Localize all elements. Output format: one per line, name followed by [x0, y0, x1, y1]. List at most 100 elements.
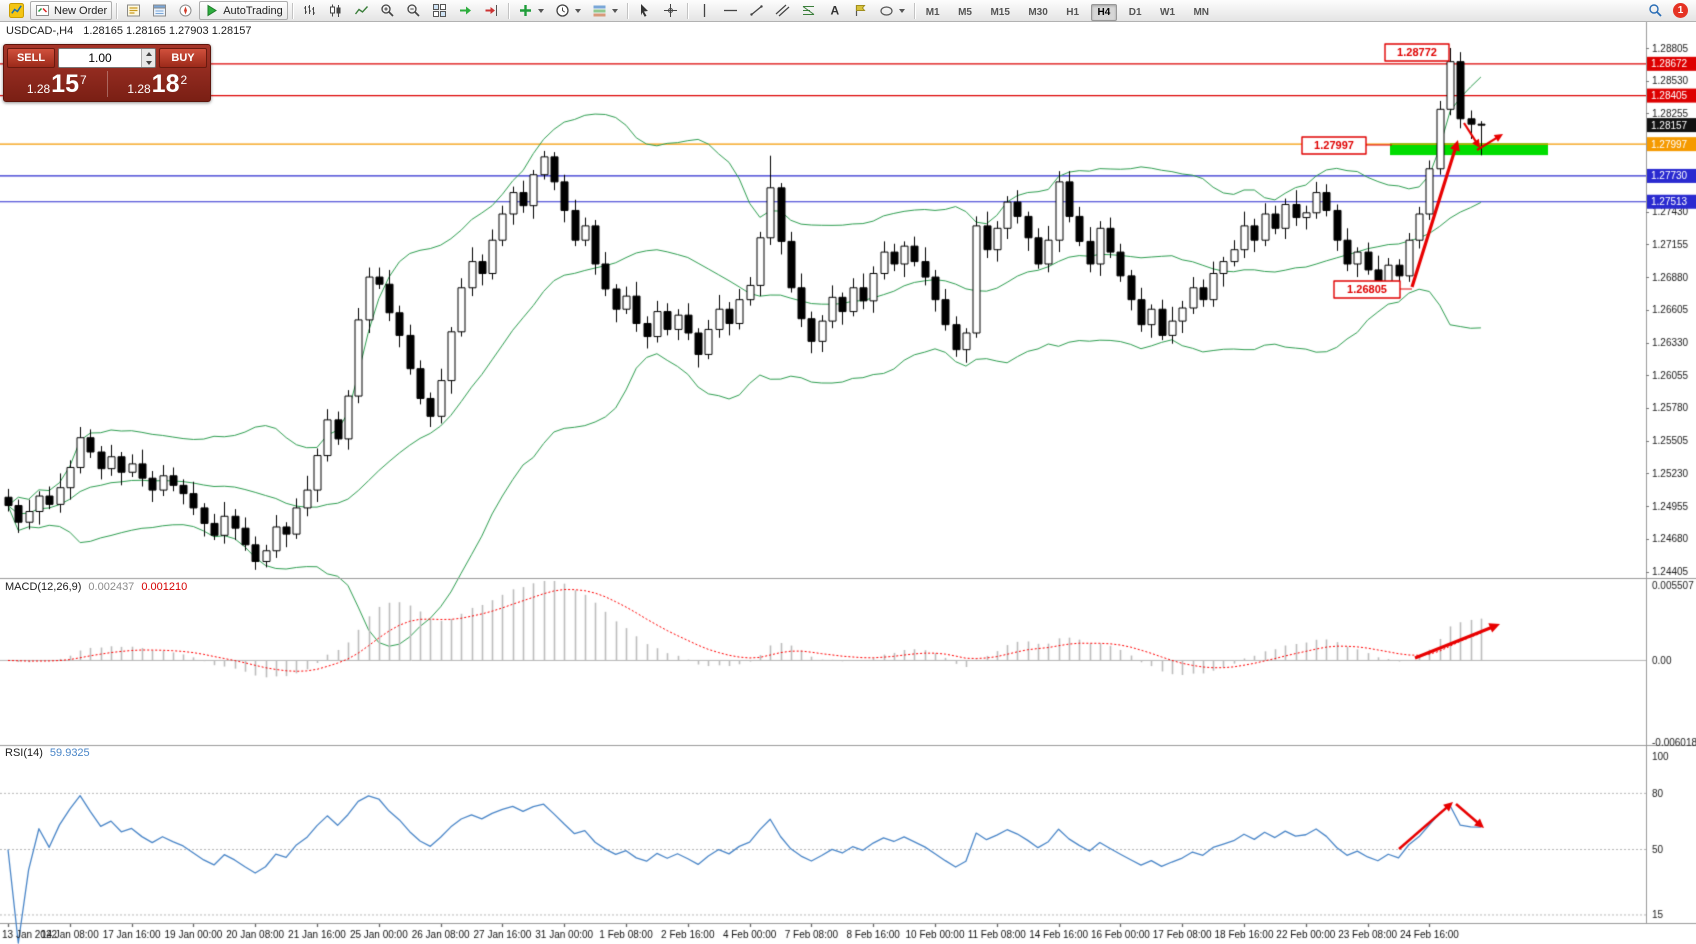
auto-scroll-button[interactable]	[453, 1, 478, 20]
add-indicator-plus-icon	[519, 5, 531, 16]
separator	[686, 2, 688, 19]
label-flag-icon	[855, 5, 866, 16]
crosshair-tool-button[interactable]	[658, 1, 683, 20]
periods-button[interactable]	[550, 1, 586, 20]
navigator-icon	[179, 4, 192, 17]
main-toolbar: New Order AutoTrading	[0, 0, 1696, 22]
clock-icon	[556, 4, 569, 17]
channel-tool-button[interactable]	[770, 1, 795, 20]
timeframe-d1[interactable]: D1	[1128, 6, 1142, 18]
crosshair-icon	[663, 4, 677, 17]
cursor-tool-button[interactable]	[632, 1, 657, 20]
sell-button[interactable]: SELL	[7, 48, 55, 68]
volume-box	[58, 48, 156, 68]
horizontal-line-icon	[723, 9, 737, 12]
volume-spinner	[141, 49, 155, 67]
fibonacci-tool-button[interactable]	[796, 1, 821, 20]
line-chart-icon	[354, 6, 368, 15]
search-icon	[1649, 4, 1662, 17]
search-button[interactable]	[1643, 1, 1668, 20]
text-icon: A	[830, 4, 839, 18]
tile-windows-button[interactable]	[427, 1, 452, 20]
bid-price[interactable]: 1.28 15 7	[7, 70, 107, 98]
candlestick-icon	[329, 4, 341, 17]
channel-icon	[775, 4, 790, 17]
bid-pips: 15	[51, 69, 79, 98]
shapes-tool-button[interactable]	[874, 1, 910, 20]
new-order-label: New Order	[54, 4, 108, 17]
text-tool-button[interactable]: A	[822, 1, 847, 20]
macd-main-value: 0.002437	[88, 581, 135, 593]
shapes-ellipse-icon	[880, 6, 893, 16]
timeframe-m1[interactable]: M1	[925, 6, 940, 18]
timeframe-m15[interactable]: M15	[990, 6, 1010, 18]
market-watch-button[interactable]	[121, 1, 146, 20]
add-indicator-button[interactable]	[513, 1, 549, 20]
chart-ohlc-values: 1.28165 1.28165 1.27903 1.28157	[83, 25, 252, 37]
new-order-icon	[36, 5, 49, 16]
trendline-tool-button[interactable]	[744, 1, 769, 20]
zoom-in-icon	[381, 4, 394, 17]
vertical-line-icon	[703, 4, 705, 17]
bid-point: 7	[79, 72, 87, 87]
tile-windows-icon	[432, 4, 446, 17]
data-window-button[interactable]	[147, 1, 172, 20]
candlestick-mode-button[interactable]	[323, 1, 348, 20]
horizontal-line-tool-button[interactable]	[718, 1, 743, 20]
timeframe-switcher: M1 M5 M15 M30 H1 H4 D1 W1 MN	[919, 2, 1216, 21]
macd-label: MACD(12,26,9)	[5, 581, 82, 593]
bar-chart-mode-button[interactable]	[297, 1, 322, 20]
volume-up-button[interactable]	[142, 49, 155, 58]
bar-chart-icon	[303, 5, 315, 15]
timeframe-m30[interactable]: M30	[1028, 6, 1048, 18]
timeframe-h1[interactable]: H1	[1066, 6, 1080, 18]
ask-main-digits: 1.28	[127, 81, 151, 96]
ask-price[interactable]: 1.28 18 2	[108, 70, 208, 98]
trendline-icon	[750, 5, 763, 16]
templates-icon	[593, 5, 606, 17]
bid-ask-divider	[106, 70, 108, 97]
navigator-button[interactable]	[173, 1, 198, 20]
new-order-button[interactable]: New Order	[30, 1, 113, 20]
vertical-line-tool-button[interactable]	[692, 1, 717, 20]
autotrading-play-icon	[207, 4, 218, 17]
chart-symbol-period: USDCAD-,H4	[6, 25, 74, 37]
volume-input[interactable]	[59, 49, 141, 67]
line-chart-mode-button[interactable]	[349, 1, 374, 20]
separator	[116, 2, 118, 19]
separator	[626, 2, 628, 19]
rsi-indicator-header: RSI(14) 59.9325	[5, 747, 90, 759]
price-chart-canvas[interactable]	[0, 22, 1696, 944]
macd-indicator-header: MACD(12,26,9) 0.002437 0.001210	[5, 581, 187, 593]
rsi-label: RSI(14)	[5, 747, 43, 759]
timeframe-h4[interactable]: H4	[1090, 3, 1118, 21]
separator	[291, 2, 293, 19]
buy-button[interactable]: BUY	[159, 48, 207, 68]
autotrading-label: AutoTrading	[223, 4, 283, 17]
notification-badge[interactable]: 1	[1673, 3, 1688, 18]
cursor-arrow-icon	[640, 4, 648, 17]
separator	[913, 2, 915, 19]
chart-shift-button[interactable]	[479, 1, 504, 20]
chevron-down-icon	[898, 8, 905, 13]
chart-shift-icon	[485, 5, 497, 16]
templates-button[interactable]	[587, 1, 623, 20]
chevron-down-icon	[574, 8, 581, 13]
timeframe-m5[interactable]: M5	[958, 6, 972, 18]
market-watch-icon	[127, 4, 141, 17]
app-logo-icon	[4, 0, 29, 21]
zoom-in-button[interactable]	[375, 1, 400, 20]
timeframe-mn[interactable]: MN	[1193, 6, 1210, 18]
chevron-down-icon	[537, 8, 544, 13]
ask-pips: 18	[151, 69, 180, 98]
zoom-out-button[interactable]	[401, 1, 426, 20]
zoom-out-icon	[407, 4, 420, 17]
fibonacci-icon	[802, 6, 815, 15]
one-click-trading-panel: SELL BUY 1.28 15 7 1.28 18 2	[3, 44, 211, 102]
autotrading-button[interactable]: AutoTrading	[199, 1, 288, 20]
chart-ohlc-header: USDCAD-,H4 1.28165 1.28165 1.27903 1.281…	[6, 25, 251, 37]
data-window-icon	[153, 4, 167, 17]
label-tool-button[interactable]	[848, 1, 873, 20]
volume-down-button[interactable]	[142, 58, 155, 67]
timeframe-w1[interactable]: W1	[1160, 6, 1175, 18]
